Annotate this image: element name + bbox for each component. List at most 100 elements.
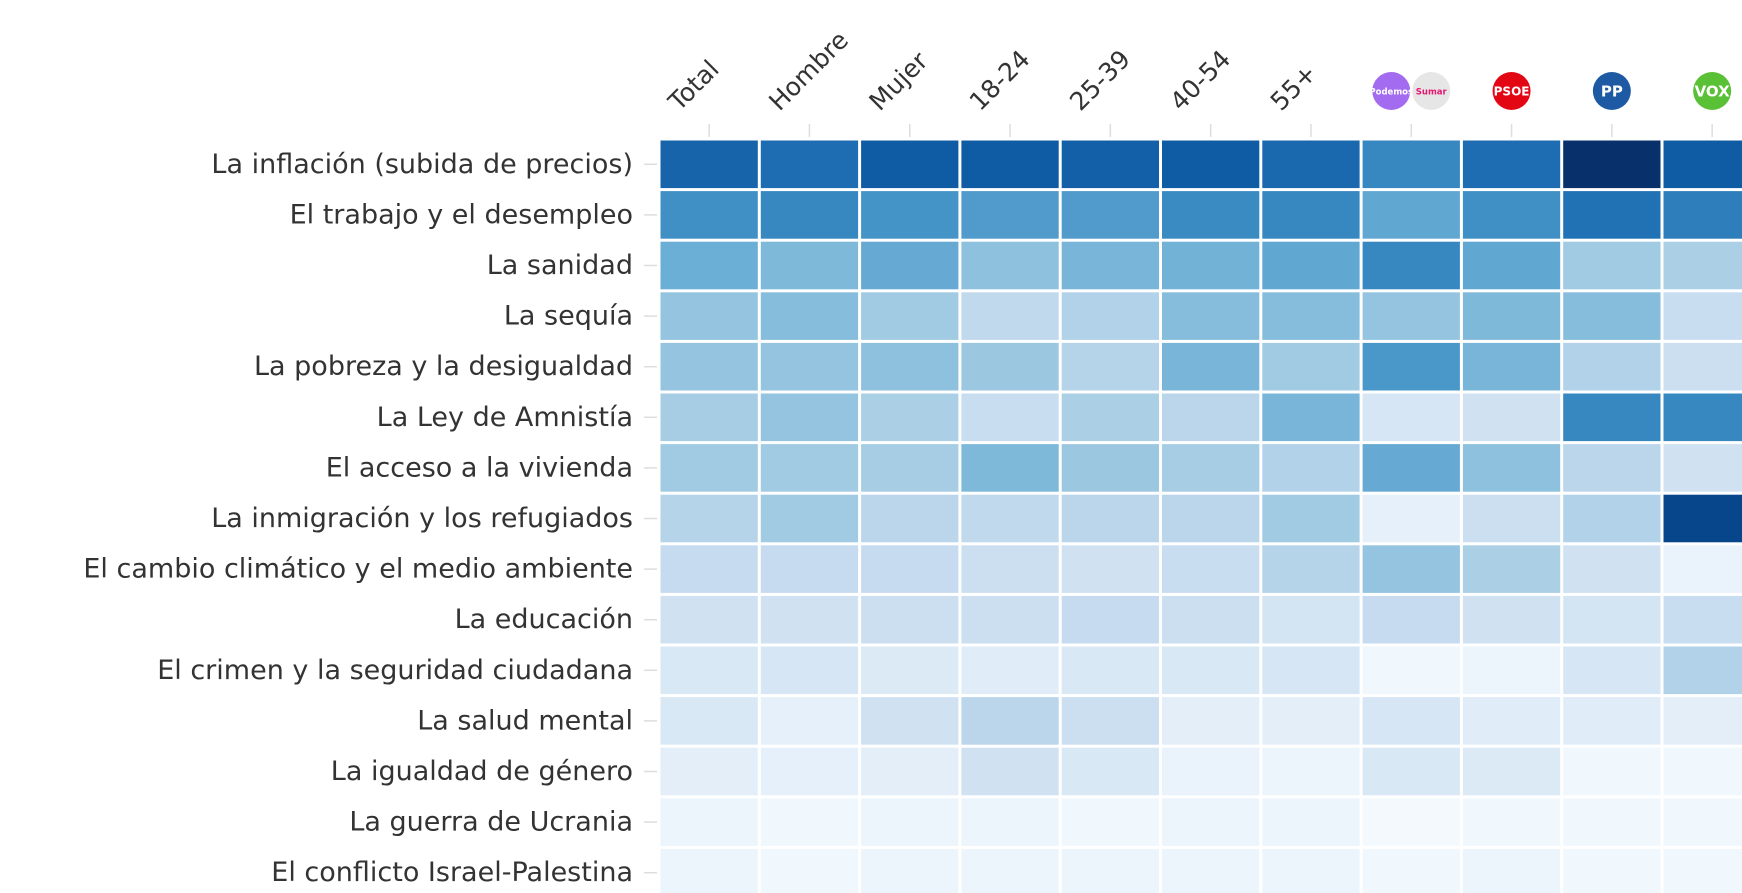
heat-cell (1162, 848, 1260, 893)
heat-cell (1563, 191, 1661, 239)
heat-cell (1362, 292, 1460, 340)
row-label: La guerra de Ucrania (349, 807, 633, 838)
heat-cell (1563, 292, 1661, 340)
heat-cell (1563, 848, 1661, 893)
heat-cell (1061, 342, 1159, 391)
heat-cell (1061, 595, 1159, 644)
heat-cell (1462, 747, 1561, 796)
heat-cell (1462, 595, 1561, 644)
party-logo-text: PSOE (1494, 85, 1530, 99)
heat-cell (660, 747, 758, 796)
heat-cell (861, 545, 959, 593)
heat-cell (1462, 393, 1561, 442)
row-label: El conflicto Israel-Palestina (271, 857, 633, 888)
heat-cell (660, 545, 758, 593)
heat-cell (1262, 292, 1360, 340)
heat-cell (961, 292, 1059, 340)
heat-cell (1663, 747, 1742, 796)
heat-cell (1663, 798, 1742, 846)
heat-cell (1061, 393, 1159, 442)
heat-cell (1663, 646, 1742, 695)
heat-cell (1663, 595, 1742, 644)
heat-cell (1061, 292, 1159, 340)
heat-cell (1663, 191, 1742, 239)
heat-cell (1362, 595, 1460, 644)
heat-cell (760, 545, 859, 593)
heat-cell (1162, 241, 1260, 290)
heat-cell (961, 545, 1059, 593)
heat-cell (1563, 697, 1661, 745)
row-label: La salud mental (417, 705, 633, 736)
heat-cell (660, 697, 758, 745)
heat-cell (1262, 798, 1360, 846)
heat-cell (1462, 848, 1561, 893)
party-logo (1372, 72, 1411, 110)
heat-cell (1563, 444, 1661, 492)
row-label: La igualdad de género (331, 756, 633, 787)
heat-cell (861, 140, 959, 189)
heat-cell (1262, 848, 1360, 893)
heat-cell (961, 798, 1059, 846)
heat-cell (1162, 342, 1260, 391)
heat-cell (1162, 595, 1260, 644)
heat-cell (1563, 140, 1661, 189)
party-logo (1412, 72, 1451, 110)
heat-cell (660, 848, 758, 893)
heat-cell (1061, 191, 1159, 239)
heat-cell (1563, 393, 1661, 442)
heat-cell (1663, 545, 1742, 593)
heat-cell (1663, 292, 1742, 340)
heat-cell (1362, 494, 1460, 543)
heat-cell (1462, 697, 1561, 745)
row-label: La pobreza y la desigualdad (254, 351, 633, 382)
heat-cell (961, 191, 1059, 239)
party-logo-text: PP (1601, 83, 1623, 101)
heat-cell (1362, 545, 1460, 593)
heat-cell (760, 747, 859, 796)
heat-cell (1362, 241, 1460, 290)
heat-cell (1462, 545, 1561, 593)
heat-cell (760, 494, 859, 543)
heat-cell (760, 191, 859, 239)
heat-cell (961, 595, 1059, 644)
heat-cell (1362, 697, 1460, 745)
heat-cell (861, 697, 959, 745)
heat-cell (1663, 393, 1742, 442)
heat-cell (961, 393, 1059, 442)
heat-cell (1061, 140, 1159, 189)
column-label: Total (662, 54, 725, 117)
heat-cell (861, 798, 959, 846)
heat-cell (1663, 140, 1742, 189)
heat-cell (660, 444, 758, 492)
heat-cell (1362, 342, 1460, 391)
heat-cell (760, 798, 859, 846)
column-label: 40-54 (1164, 44, 1236, 116)
heat-cell (1061, 848, 1159, 893)
column-label: 18-24 (964, 44, 1036, 116)
heat-cell (1663, 848, 1742, 893)
heat-cell (660, 191, 758, 239)
party-logo (1492, 72, 1531, 110)
party-logo-text: VOX (1695, 83, 1731, 101)
heat-cell (1162, 494, 1260, 543)
heat-cell (961, 697, 1059, 745)
column-label: 55+ (1265, 58, 1323, 116)
heat-cell (861, 342, 959, 391)
heat-cell (760, 292, 859, 340)
heat-cell (1061, 747, 1159, 796)
heat-cell (861, 393, 959, 442)
column-label: Hombre (763, 25, 854, 116)
party-logo-text: Sumar (1416, 88, 1448, 98)
heat-cell (1061, 494, 1159, 543)
heat-cell (1563, 545, 1661, 593)
heat-cell (1663, 494, 1742, 543)
heat-cell (1563, 494, 1661, 543)
heat-cell (861, 646, 959, 695)
heat-cell (1462, 191, 1561, 239)
heat-cell (1262, 747, 1360, 796)
heat-cell (861, 292, 959, 340)
heat-cell (961, 444, 1059, 492)
heat-cell (1462, 292, 1561, 340)
heat-cell (1362, 140, 1460, 189)
heat-cell (1262, 342, 1360, 391)
